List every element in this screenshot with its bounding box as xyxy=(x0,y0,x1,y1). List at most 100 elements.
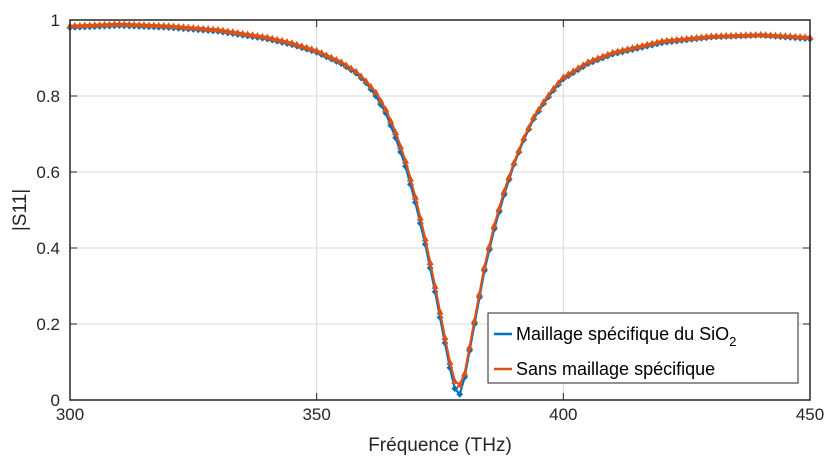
data-point-sans-maillage xyxy=(401,157,410,164)
data-point-sans-maillage xyxy=(678,35,686,42)
data-point-sans-maillage xyxy=(554,79,562,86)
data-point-sans-maillage xyxy=(293,40,301,48)
data-point-sans-maillage xyxy=(416,214,424,221)
series-sans-maillage xyxy=(66,20,814,388)
data-point-sans-maillage xyxy=(530,113,538,120)
series-layer xyxy=(66,20,814,398)
data-point-sans-maillage xyxy=(712,32,720,39)
data-point-sans-maillage xyxy=(392,128,400,135)
y-tick-label: 0.6 xyxy=(36,163,60,182)
legend-label-sans-maillage: Sans maillage spécifique xyxy=(516,359,715,379)
data-point-sans-maillage xyxy=(441,333,449,341)
data-point-sans-maillage xyxy=(184,23,192,31)
data-point-sans-maillage xyxy=(411,193,419,200)
data-point-sans-maillage xyxy=(594,54,602,61)
data-point-sans-maillage xyxy=(431,282,439,289)
data-point-sans-maillage xyxy=(283,38,291,45)
data-point-sans-maillage xyxy=(796,32,804,40)
ticks xyxy=(69,19,811,401)
data-point-sans-maillage xyxy=(688,34,696,41)
data-point-sans-maillage xyxy=(224,27,232,34)
data-point-sans-maillage xyxy=(170,22,178,29)
data-point-sans-maillage xyxy=(515,146,523,154)
data-point-sans-maillage xyxy=(165,22,173,29)
data-point-sans-maillage xyxy=(263,33,271,40)
data-point-sans-maillage xyxy=(495,204,503,211)
tick-labels: 300 350 400 450 0 0.2 0.4 0.6 0.8 1 xyxy=(36,11,824,424)
data-point-sans-maillage xyxy=(559,73,567,80)
data-point-sans-maillage xyxy=(544,91,553,98)
data-point-sans-maillage xyxy=(757,30,765,38)
data-point-sans-maillage xyxy=(327,53,336,61)
data-point-sans-maillage xyxy=(194,24,202,31)
data-point-sans-maillage xyxy=(702,32,710,40)
data-point-sans-maillage xyxy=(461,369,469,377)
data-point-sans-maillage xyxy=(313,46,321,54)
x-tick-label: 400 xyxy=(549,405,577,424)
data-point-sans-maillage xyxy=(791,32,799,40)
data-point-sans-maillage xyxy=(189,24,197,31)
data-point-sans-maillage xyxy=(737,31,745,38)
data-point-sans-maillage xyxy=(470,316,479,324)
data-point-sans-maillage xyxy=(115,20,123,27)
data-point-sans-maillage xyxy=(668,36,676,43)
data-point-sans-maillage xyxy=(209,25,217,32)
data-point-sans-maillage xyxy=(229,28,237,35)
data-point-sans-maillage xyxy=(742,31,750,38)
data-point-sans-maillage xyxy=(717,32,725,39)
data-point-sans-maillage xyxy=(540,98,548,105)
data-point-sans-maillage xyxy=(406,175,414,182)
legend-label-maillage-sub: 2 xyxy=(729,334,736,349)
data-point-sans-maillage xyxy=(322,51,331,58)
x-tick-label: 350 xyxy=(302,405,330,424)
data-point-sans-maillage xyxy=(786,32,794,39)
data-point-sans-maillage xyxy=(574,64,582,71)
data-point-sans-maillage xyxy=(382,105,390,113)
data-point-maillage xyxy=(416,219,424,227)
data-point-sans-maillage xyxy=(81,21,89,29)
y-tick-label: 0.4 xyxy=(36,239,60,258)
data-point-sans-maillage xyxy=(673,35,681,43)
data-point-sans-maillage xyxy=(589,56,597,63)
data-point-sans-maillage xyxy=(239,29,247,37)
data-point-sans-maillage xyxy=(505,173,513,180)
data-point-sans-maillage xyxy=(510,158,518,166)
data-point-sans-maillage xyxy=(490,221,498,229)
data-point-sans-maillage xyxy=(258,32,266,40)
data-point-sans-maillage xyxy=(485,242,493,249)
data-point-sans-maillage xyxy=(352,67,360,75)
data-point-sans-maillage xyxy=(692,33,701,41)
data-point-sans-maillage xyxy=(204,25,212,32)
data-point-sans-maillage xyxy=(599,52,607,59)
plot-frame xyxy=(69,19,811,401)
data-point-sans-maillage xyxy=(244,30,252,37)
data-point-sans-maillage xyxy=(278,36,286,44)
data-point-sans-maillage xyxy=(466,343,474,350)
data-point-sans-maillage xyxy=(456,381,464,388)
data-point-sans-maillage xyxy=(347,64,355,72)
data-point-sans-maillage xyxy=(535,105,543,113)
data-point-sans-maillage xyxy=(707,32,715,39)
data-point-sans-maillage xyxy=(604,50,612,58)
y-tick-label: 0 xyxy=(51,391,60,410)
data-point-sans-maillage xyxy=(318,49,326,56)
data-point-sans-maillage xyxy=(732,31,740,39)
y-axis-title: |S11| xyxy=(10,189,31,231)
data-point-sans-maillage xyxy=(332,55,340,63)
data-point-sans-maillage xyxy=(480,263,488,270)
legend-box xyxy=(487,312,799,384)
data-point-maillage xyxy=(397,148,404,156)
y-tick-label: 1 xyxy=(51,11,60,30)
x-tick-label: 300 xyxy=(56,405,84,424)
data-point-sans-maillage xyxy=(727,31,735,39)
data-point-sans-maillage xyxy=(569,67,577,74)
data-point-sans-maillage xyxy=(564,70,572,77)
data-point-sans-maillage xyxy=(105,20,114,28)
data-point-sans-maillage xyxy=(747,31,755,38)
data-point-sans-maillage xyxy=(525,123,533,131)
data-point-maillage xyxy=(441,339,449,347)
data-point-sans-maillage xyxy=(752,30,760,38)
data-point-sans-maillage xyxy=(362,77,370,84)
data-point-sans-maillage xyxy=(372,88,380,96)
